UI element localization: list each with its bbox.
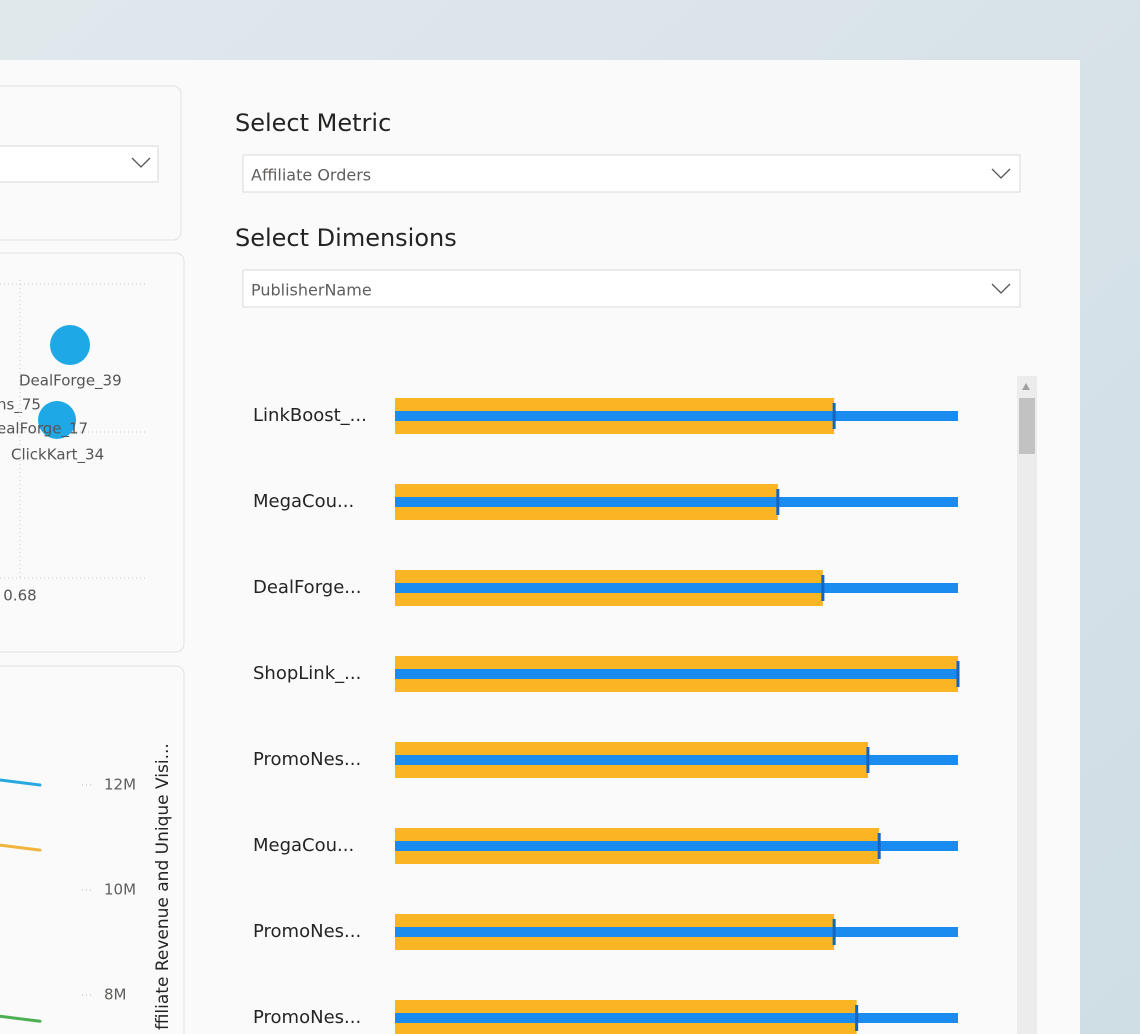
bullet-range [395,755,958,765]
bullet-marker [821,575,825,601]
bullet-range [395,1013,958,1023]
scrollbar[interactable] [1017,376,1037,1034]
bullet-range [395,927,958,937]
bullet-marker [877,833,881,859]
bullet-marker [855,1005,859,1031]
bullet-marker [776,489,780,515]
chevron [991,283,1011,294]
point-label: ClickKart_34 [11,446,104,465]
filter-dropdown[interactable] [0,145,159,183]
line-series [0,843,42,852]
metric-dropdown[interactable] [242,154,1021,193]
y-tick-label: 12M [104,776,136,794]
line-card [0,665,185,1034]
bullet-range [395,497,958,507]
scroll-up[interactable] [1022,383,1030,390]
metric-title: Select Metric [235,109,391,137]
bullet-marker [832,403,836,429]
bullet-range [395,411,958,421]
category-label: ShopLink_... [253,663,361,684]
scatter-card [0,252,185,653]
category-label: DealForge... [253,577,361,598]
line-series [0,1014,42,1023]
scatter-point[interactable] [50,325,90,365]
bullet-range [395,841,958,851]
scroll-thumb[interactable] [1019,398,1035,454]
y-tick-label: 8M [104,986,127,1004]
dimension-value: PublisherName [251,281,372,300]
x-tick-label: 0.68 [3,587,36,605]
bullet-marker [832,919,836,945]
point-label: DealForge_39 [19,372,122,391]
y-tick-label: 10M [104,881,136,899]
category-label: PromoNes... [253,749,361,770]
point-label: ealForge_17 [0,420,88,439]
category-label: LinkBoost_... [253,405,367,426]
y-axis-title: ffiliate Revenue and Unique Visi... [153,743,173,1030]
bullet-marker [956,661,960,687]
dimension-dropdown[interactable] [242,269,1021,308]
line-series [0,778,42,787]
category-label: MegaCou... [253,835,354,856]
category-label: PromoNes... [253,921,361,942]
metric-value: Affiliate Orders [251,166,371,185]
dimension-title: Select Dimensions [235,224,457,252]
bullet-range [395,669,958,679]
category-label: MegaCou... [253,491,354,512]
bullet-range [395,583,958,593]
chevron [991,168,1011,179]
scatter-point[interactable] [38,401,76,439]
category-label: PromoNes... [253,1007,361,1028]
bullet-marker [866,747,870,773]
chevron [131,157,151,168]
